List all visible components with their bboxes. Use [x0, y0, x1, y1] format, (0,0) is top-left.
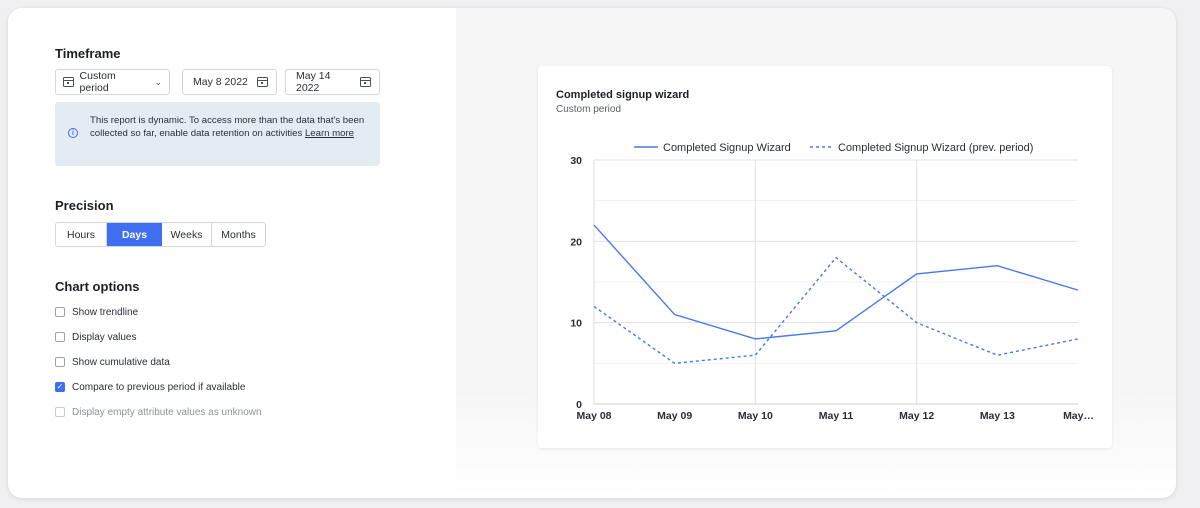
option-label: Display values [72, 331, 137, 343]
precision-title: Precision [55, 198, 114, 213]
info-icon: i [68, 128, 78, 138]
precision-option-months[interactable]: Months [212, 223, 265, 246]
end-date-input[interactable]: May 14 2022 [285, 69, 380, 95]
precision-option-days[interactable]: Days [107, 223, 162, 246]
chart-options-title: Chart options [55, 279, 140, 294]
chart-card: Completed signup wizard Custom period 0 1… [538, 66, 1112, 448]
end-date-value: May 14 2022 [296, 70, 331, 94]
info-text: This report is dynamic. To access more t… [90, 115, 365, 139]
option-empty-as-unknown: Display empty attribute values as unknow… [55, 405, 262, 419]
checkbox-disabled [55, 407, 65, 417]
option-show-cumulative[interactable]: Show cumulative data [55, 355, 170, 369]
checkbox-checked[interactable]: ✓ [55, 382, 65, 392]
option-compare-previous[interactable]: ✓ Compare to previous period if availabl… [55, 380, 245, 394]
precision-option-weeks[interactable]: Weeks [162, 223, 212, 246]
chart-title: Completed signup wizard [556, 89, 690, 101]
option-label: Show trendline [72, 306, 139, 318]
legend-label-current: Completed Signup Wizard [663, 142, 791, 154]
calendar-icon[interactable] [360, 77, 371, 87]
y-tick-label: 0 [576, 399, 582, 411]
x-tick-label: May 09 [657, 410, 692, 422]
chart-subtitle: Custom period [556, 104, 622, 115]
option-label: Compare to previous period if available [72, 381, 246, 393]
timeframe-title: Timeframe [55, 46, 121, 61]
option-label: Display empty attribute values as unknow… [72, 406, 262, 418]
series-line-current [593, 224, 1079, 340]
info-banner: i This report is dynamic. To access more… [55, 102, 380, 166]
x-tick-label: May 12 [899, 410, 934, 422]
x-tick-label: May 11 [819, 410, 854, 422]
checkbox[interactable] [55, 357, 65, 367]
y-tick-label: 10 [570, 318, 582, 330]
legend-label-prev-period: Completed Signup Wizard (prev. period) [838, 142, 1033, 154]
precision-segmented-control: Hours Days Weeks Months [55, 222, 266, 247]
line-chart: 0 10 20 30 May 08 May 09 May 10 May 11 May 12 May… [570, 142, 1094, 422]
period-label: Custom period [79, 70, 116, 94]
checkbox[interactable] [55, 332, 65, 342]
chevron-down-icon: ⌄ [154, 76, 162, 87]
settings-panel: Timeframe Custom period ⌄ May 8 2022 May… [8, 8, 456, 498]
x-tick-label: May… [1063, 410, 1094, 422]
calendar-icon[interactable] [257, 77, 268, 87]
y-tick-label: 30 [570, 155, 582, 167]
learn-more-link[interactable]: Learn more [304, 128, 354, 139]
y-tick-label: 20 [570, 236, 582, 248]
start-date-input[interactable]: May 8 2022 [182, 69, 277, 95]
app-frame: Timeframe Custom period ⌄ May 8 2022 May… [8, 8, 1176, 498]
option-show-trendline[interactable]: Show trendline [55, 305, 138, 319]
option-label: Show cumulative data [72, 356, 170, 368]
precision-option-hours[interactable]: Hours [56, 223, 107, 246]
option-display-values[interactable]: Display values [55, 330, 136, 344]
x-tick-label: May 10 [738, 410, 773, 422]
x-tick-label: May 08 [576, 410, 611, 422]
preview-panel: Completed signup wizard Custom period 0 1… [456, 8, 1176, 498]
start-date-value: May 8 2022 [193, 76, 248, 88]
calendar-icon [63, 77, 74, 87]
series-line-prev-period [593, 256, 1079, 365]
period-dropdown[interactable]: Custom period ⌄ [55, 69, 170, 95]
x-tick-label: May 13 [980, 410, 1015, 422]
checkbox[interactable] [55, 307, 65, 317]
